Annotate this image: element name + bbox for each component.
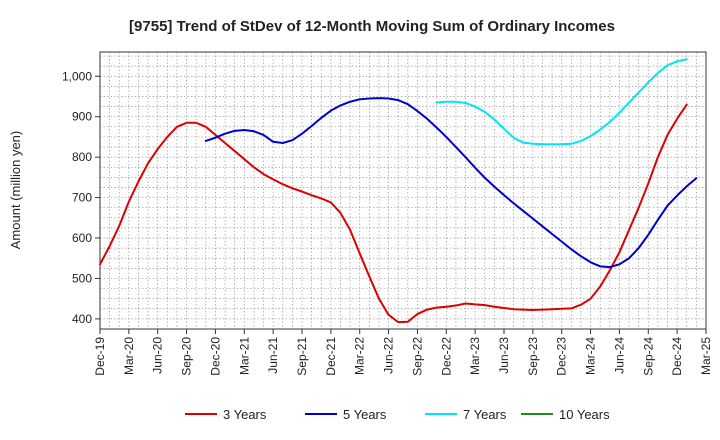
x-tick-label: Sep-22 [410, 337, 424, 376]
x-tick-label: Mar-20 [122, 337, 136, 375]
y-tick-label: 700 [72, 191, 92, 205]
series-lines [99, 58, 698, 324]
x-tick-label: Mar-21 [237, 337, 251, 375]
x-tick-label: Sep-20 [180, 337, 194, 376]
x-axis-ticks: Dec-19 Mar-20 Jun-20 Sep-20 Dec-20 Mar-21 Jun-… [93, 329, 713, 376]
series-line-7-years [435, 58, 688, 146]
chart-title: [9755] Trend of StDev of 12-Month Moving… [129, 18, 615, 35]
x-tick-label: Sep-23 [526, 337, 540, 376]
legend-label: 3 Years [223, 407, 267, 422]
x-tick-label: Jun-21 [266, 337, 280, 374]
x-tick-label: Jun-22 [382, 337, 396, 374]
legend-label: 10 Years [559, 407, 610, 422]
y-tick-label: 500 [72, 271, 92, 285]
x-tick-label: Dec-22 [439, 337, 453, 376]
plot-frame [99, 51, 707, 330]
series-line-5-years [204, 97, 698, 269]
x-tick-label: Dec-19 [93, 337, 107, 376]
x-tick-label: Jun-20 [151, 337, 165, 374]
legend-label: 7 Years [463, 407, 507, 422]
y-tick-label: 400 [72, 312, 92, 326]
y-tick-label: 900 [72, 110, 92, 124]
x-tick-label: Jun-23 [497, 337, 511, 374]
y-tick-label: 1,000 [62, 69, 92, 83]
x-tick-label: Mar-24 [584, 337, 598, 375]
x-tick-label: Dec-20 [208, 337, 222, 376]
x-tick-label: Sep-24 [641, 337, 655, 376]
legend: 3 Years 5 Years 7 Years 10 Years [185, 407, 610, 422]
x-tick-label: Jun-24 [612, 337, 626, 374]
y-axis-label: Amount (million yen) [8, 131, 23, 250]
x-tick-label: Mar-25 [699, 337, 713, 375]
y-axis-ticks: 400 500 600 700 800 900 1,000 [62, 69, 100, 326]
legend-label: 5 Years [343, 407, 387, 422]
x-tick-label: Dec-21 [324, 337, 338, 376]
x-tick-label: Sep-21 [295, 337, 309, 376]
x-tick-label: Dec-23 [555, 337, 569, 376]
x-tick-label: Dec-24 [670, 337, 684, 376]
series-line-3-years [99, 103, 688, 324]
grid-lines [99, 52, 707, 329]
y-tick-label: 600 [72, 231, 92, 245]
x-tick-label: Mar-22 [353, 337, 367, 375]
y-tick-label: 800 [72, 150, 92, 164]
x-tick-label: Mar-23 [468, 337, 482, 375]
